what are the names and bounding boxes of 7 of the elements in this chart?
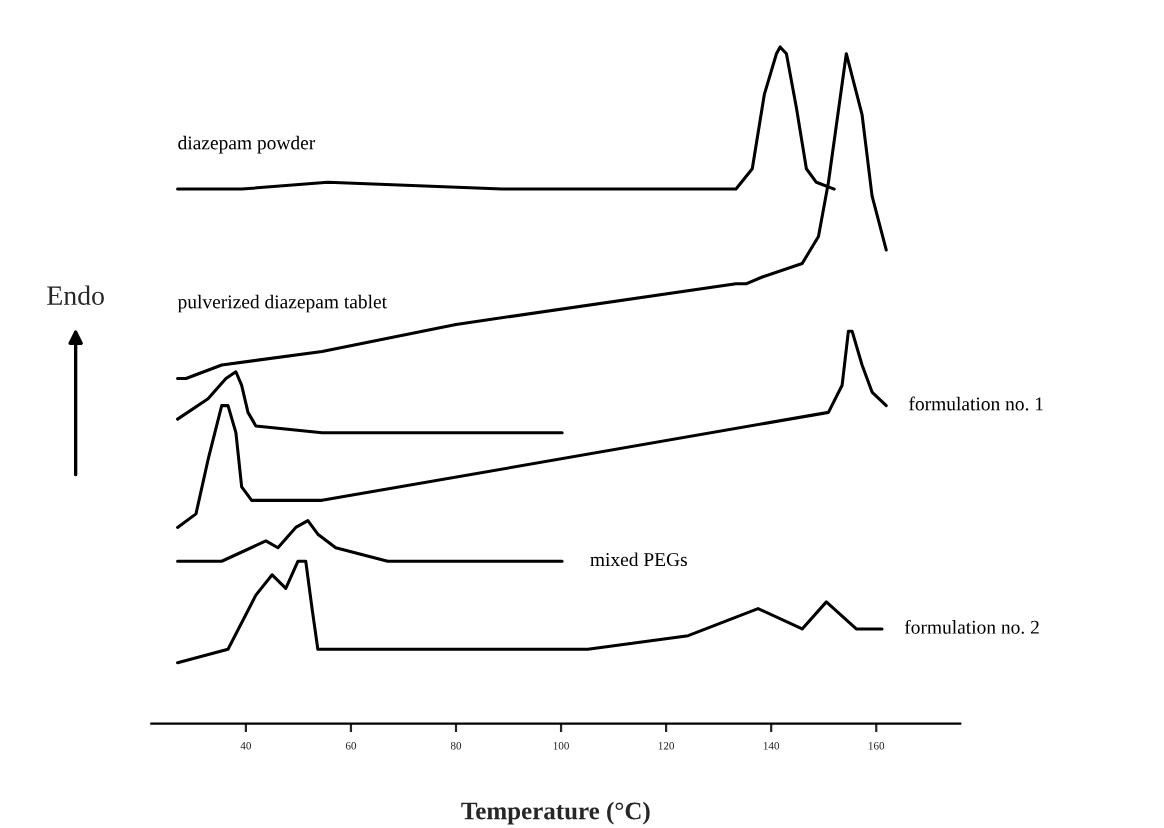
x-axis-title: Temperature (°C) xyxy=(461,801,650,825)
series-label: pulverized diazepam tablet xyxy=(177,294,387,313)
series-label: formulation no. 2 xyxy=(904,619,1039,634)
series-label: formulation no. 1 xyxy=(909,396,1043,411)
y-axis-title: Endo xyxy=(47,285,104,306)
series-label: mixed PEGs xyxy=(590,552,687,567)
series-label: diazepam powder xyxy=(178,135,316,154)
